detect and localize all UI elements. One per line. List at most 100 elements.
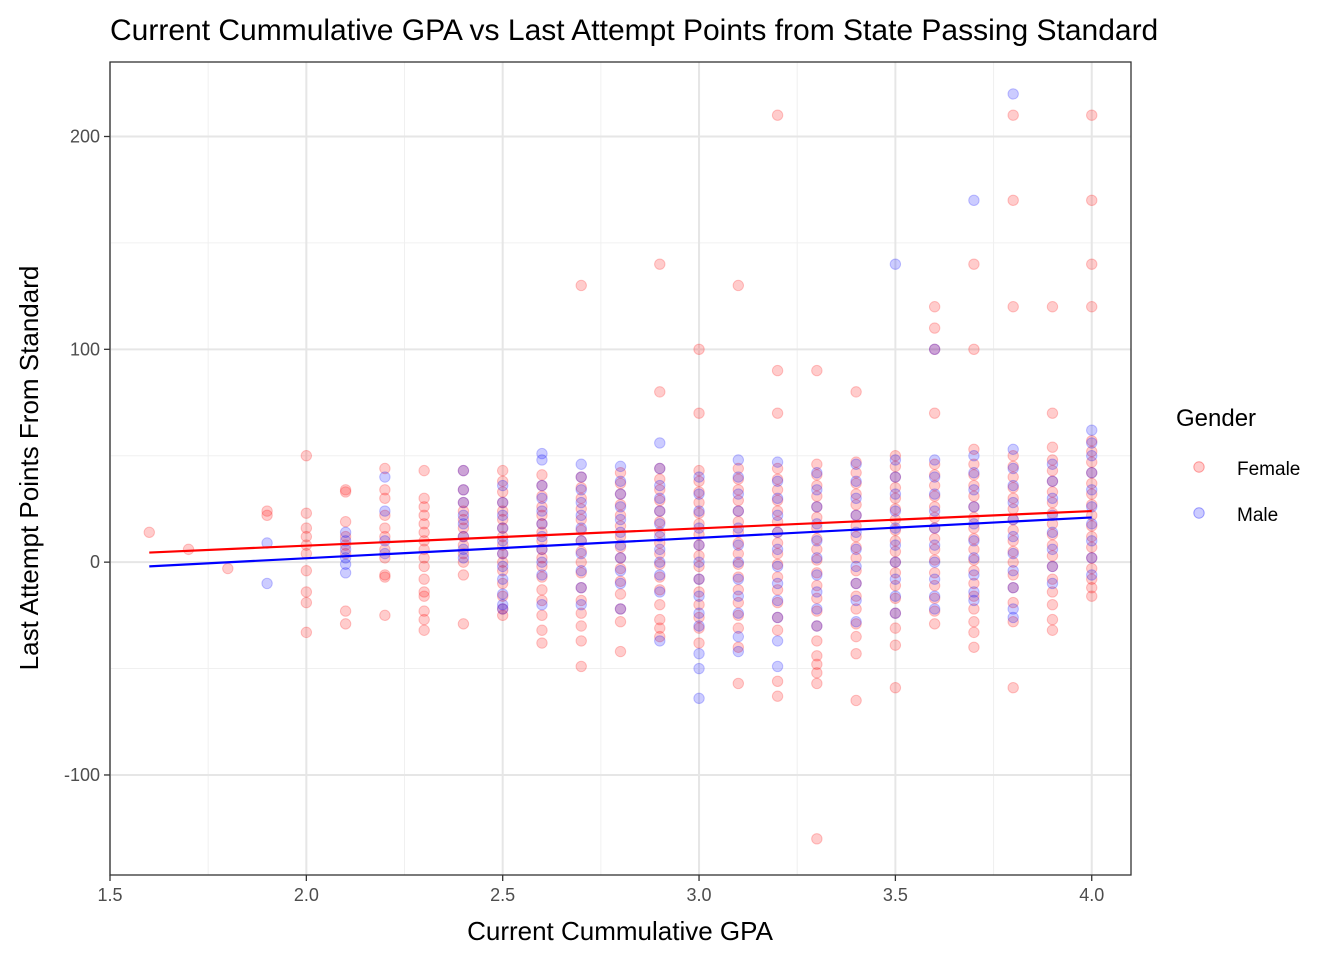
data-point-female <box>811 579 823 592</box>
data-point-female <box>143 526 155 539</box>
data-point-female <box>811 554 823 566</box>
data-point-male <box>771 543 784 556</box>
data-point-male <box>496 599 509 611</box>
data-point-female <box>850 530 862 543</box>
data-point-female <box>1046 586 1059 598</box>
data-point-female <box>968 564 980 577</box>
data-point-female <box>614 645 627 658</box>
data-point-female <box>654 473 666 485</box>
data-point-female <box>693 486 705 498</box>
data-point-female <box>418 624 430 636</box>
legend-label-female: Female <box>1237 459 1300 480</box>
data-point-female <box>811 620 823 632</box>
data-point-female <box>1046 454 1059 466</box>
data-point-female <box>457 464 470 477</box>
data-point-female <box>457 505 470 517</box>
data-point-male <box>968 501 980 513</box>
data-point-female <box>339 516 352 528</box>
plot-panel <box>110 62 1131 875</box>
data-point-female <box>889 545 902 558</box>
data-point-male <box>575 458 587 470</box>
data-point-male <box>850 509 862 522</box>
data-point-male <box>771 594 784 607</box>
data-point-male <box>339 567 352 579</box>
data-point-female <box>1086 467 1098 479</box>
data-point-male <box>1086 518 1098 530</box>
data-point-female <box>889 535 902 547</box>
data-point-female <box>575 581 587 594</box>
data-point-female <box>457 484 470 496</box>
data-point-male <box>536 454 548 466</box>
data-point-male <box>457 530 470 543</box>
data-point-female <box>654 630 666 643</box>
data-point-female <box>732 279 745 292</box>
data-point-female <box>457 569 470 581</box>
data-point-female <box>771 407 784 419</box>
data-point-male <box>968 194 980 207</box>
data-point-female <box>693 611 705 624</box>
data-point-female <box>339 484 352 496</box>
data-point-female <box>771 109 784 121</box>
data-point-female <box>928 490 941 502</box>
data-point-female <box>928 458 941 470</box>
data-point-female <box>693 573 705 585</box>
data-point-female <box>811 501 823 513</box>
data-point-male <box>496 479 509 492</box>
data-point-female <box>418 501 430 513</box>
data-point-female <box>693 343 705 356</box>
data-point-male <box>1086 552 1098 564</box>
data-point-female <box>536 560 548 573</box>
data-point-female <box>575 481 587 494</box>
data-point-female <box>261 505 273 517</box>
data-point-female <box>1007 471 1019 483</box>
data-point-female <box>928 579 941 592</box>
data-point-female <box>968 458 980 470</box>
data-point-male <box>850 577 862 590</box>
data-point-male <box>928 471 941 483</box>
data-point-female <box>771 547 784 560</box>
data-point-female <box>811 667 823 679</box>
data-point-male <box>457 496 470 509</box>
data-point-male <box>732 630 745 643</box>
data-point-female <box>614 552 627 564</box>
data-point-male <box>1007 547 1019 560</box>
data-point-male <box>536 530 548 543</box>
data-point-male <box>850 543 862 556</box>
data-point-female <box>1007 596 1019 609</box>
data-point-female <box>850 477 862 490</box>
data-point-male <box>732 539 745 551</box>
data-point-male <box>693 692 705 705</box>
data-point-male <box>928 603 941 615</box>
data-point-female <box>575 513 587 526</box>
data-point-female <box>300 522 313 534</box>
data-point-female <box>771 505 784 517</box>
data-point-male <box>536 556 548 568</box>
data-point-male <box>850 475 862 487</box>
data-point-female <box>693 407 705 419</box>
data-point-female <box>418 605 430 617</box>
data-point-female <box>928 343 941 356</box>
data-point-female <box>928 469 941 481</box>
data-point-male <box>693 471 705 483</box>
y-axis-title: Last Attempt Points From Standard <box>14 266 44 671</box>
data-point-female <box>536 552 548 564</box>
y-tick-label: -100 <box>64 765 100 785</box>
data-point-male <box>771 456 784 468</box>
data-point-male <box>693 539 705 551</box>
data-point-female <box>457 496 470 509</box>
data-point-female <box>1007 682 1019 694</box>
data-point-male <box>1007 496 1019 509</box>
x-tick-label: 3.5 <box>883 885 908 905</box>
trend-line-male <box>149 516 1092 568</box>
data-point-female <box>575 567 587 579</box>
data-point-female <box>1046 496 1059 509</box>
data-point-female <box>379 609 391 622</box>
data-point-female <box>850 541 862 553</box>
data-point-male <box>771 526 784 539</box>
data-point-male <box>1086 437 1098 449</box>
data-point-female <box>536 469 548 481</box>
data-point-male <box>693 488 705 500</box>
data-point-female <box>1007 616 1019 628</box>
data-point-male <box>654 492 666 504</box>
data-point-female <box>968 577 980 590</box>
